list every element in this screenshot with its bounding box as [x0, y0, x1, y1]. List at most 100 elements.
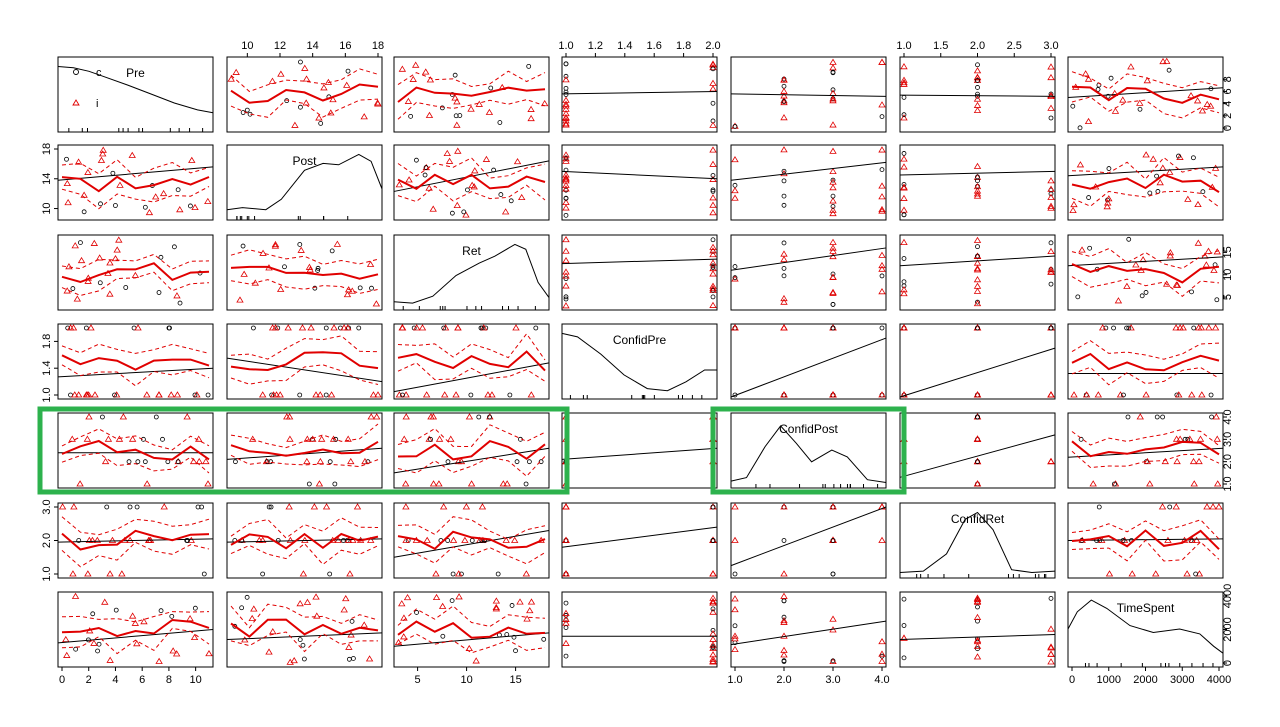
point-c: [1106, 166, 1112, 171]
point-i: [780, 570, 788, 577]
point-c: [901, 181, 907, 187]
smooth-band-upper: [230, 603, 379, 629]
point-i: [372, 300, 381, 307]
point-i: [465, 413, 474, 420]
point-i: [84, 277, 92, 284]
point-c: [781, 614, 787, 620]
point-i: [562, 235, 570, 243]
point-c: [495, 571, 501, 577]
point-i: [1173, 457, 1181, 465]
point-i: [1152, 570, 1160, 577]
point-i: [71, 391, 79, 398]
point-c: [175, 187, 181, 193]
point-i: [173, 391, 182, 398]
smooth-band-upper: [230, 68, 379, 93]
point-i: [562, 268, 570, 275]
point-i: [340, 324, 348, 331]
panel-r1-c1: Post: [226, 144, 383, 221]
point-i: [77, 256, 86, 264]
point-i: [155, 657, 163, 664]
point-i: [112, 391, 121, 398]
point-i: [878, 193, 886, 200]
smooth-band-upper: [230, 249, 379, 265]
point-i: [307, 324, 315, 331]
point-i: [900, 194, 908, 201]
point-c: [476, 414, 482, 420]
point-i: [250, 605, 258, 612]
panel-frame: [561, 412, 718, 489]
panel-frame: [57, 323, 214, 400]
trend-line: [899, 634, 1056, 641]
point-i: [973, 266, 982, 273]
point-c: [90, 611, 96, 617]
diagonal-label-post: Post: [292, 154, 317, 168]
point-i: [128, 435, 137, 442]
point-i: [1047, 104, 1055, 111]
point-c: [171, 244, 177, 250]
point-i: [780, 169, 788, 177]
point-i: [1136, 413, 1144, 420]
panel-frame: [1067, 56, 1224, 133]
point-i: [878, 146, 886, 153]
point-i: [315, 480, 324, 487]
point-i: [562, 174, 570, 181]
point-i: [457, 457, 466, 465]
point-i: [829, 147, 837, 154]
point-c: [1137, 106, 1143, 112]
point-i: [973, 299, 982, 307]
point-c: [1147, 190, 1153, 196]
point-i: [116, 181, 124, 188]
point-i: [1158, 503, 1167, 510]
point-c: [306, 481, 312, 487]
panel-frame: [226, 323, 383, 400]
point-i: [482, 155, 491, 162]
point-c: [1182, 436, 1188, 442]
panel-frame: [226, 144, 383, 221]
panel-frame: [730, 502, 887, 579]
panel-frame: [561, 144, 718, 221]
panel-frame: [561, 56, 718, 133]
point-i: [780, 503, 788, 510]
point-i: [172, 650, 181, 657]
point-i: [151, 193, 160, 200]
panel-frame: [730, 591, 887, 668]
point-c: [901, 212, 907, 218]
point-i: [1127, 324, 1135, 331]
point-i: [709, 594, 717, 601]
point-i: [131, 271, 140, 278]
point-i: [451, 94, 459, 101]
panel-r4-c6: [1067, 412, 1224, 489]
panel-frame: [561, 502, 718, 579]
smooth-band-upper: [397, 424, 546, 448]
point-i: [344, 435, 352, 442]
point-i: [65, 263, 73, 270]
point-i: [58, 503, 67, 510]
point-i: [271, 242, 280, 249]
side-tick-label: 2.0: [41, 533, 53, 548]
smooth-band-upper: [61, 343, 210, 354]
point-i: [1194, 324, 1203, 331]
point-i: [562, 181, 570, 188]
trend-line: [899, 255, 1056, 267]
point-i: [1047, 91, 1055, 99]
point-c: [901, 151, 907, 156]
point-i: [527, 114, 535, 122]
point-i: [780, 616, 788, 624]
point-i: [973, 435, 982, 442]
point-i: [1166, 252, 1174, 259]
axis-tick-label: 3.0: [825, 674, 840, 686]
axis-tick-label: 16: [339, 40, 351, 52]
smooth-line: [1071, 352, 1220, 372]
point-c: [323, 325, 329, 331]
point-i: [1206, 102, 1215, 109]
point-c: [975, 253, 980, 259]
point-i: [522, 570, 531, 577]
trend-line: [899, 94, 1056, 97]
point-c: [232, 623, 238, 629]
smooth-band-lower: [1071, 96, 1220, 119]
point-i: [829, 247, 837, 254]
point-i: [402, 503, 410, 510]
point-i: [1210, 266, 1218, 273]
point-i: [562, 157, 570, 164]
point-i: [425, 184, 433, 191]
